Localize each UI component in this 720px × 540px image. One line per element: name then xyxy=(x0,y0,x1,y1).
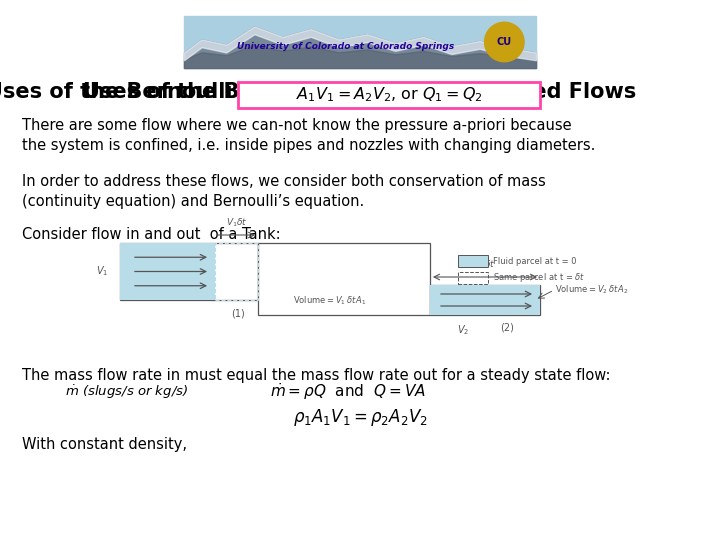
Bar xyxy=(120,243,215,300)
Text: Fluid parcel at t = 0: Fluid parcel at t = 0 xyxy=(493,256,577,266)
Text: Uses of the Bernoulli Equation:: Uses of the Bernoulli Equation: xyxy=(0,82,360,102)
Text: In order to address these flows, we consider both conservation of mass
(continui: In order to address these flows, we cons… xyxy=(22,174,546,210)
Text: CU: CU xyxy=(497,37,512,47)
Text: $\dot{m} = \rho Q$  and  $Q = VA$: $\dot{m} = \rho Q$ and $Q = VA$ xyxy=(270,382,426,402)
Bar xyxy=(258,243,430,315)
Text: University of Colorado at Colorado Springs: University of Colorado at Colorado Sprin… xyxy=(238,42,454,51)
Bar xyxy=(184,16,536,68)
Bar xyxy=(458,272,488,284)
Text: Uses of the Bernoulli Equation: Confined Flows: Uses of the Bernoulli Equation: Confined… xyxy=(84,82,636,102)
Text: $V_2$: $V_2$ xyxy=(457,323,469,337)
Text: The mass flow rate in must equal the mass flow rate out for a steady state flow:: The mass flow rate in must equal the mas… xyxy=(22,368,611,383)
Circle shape xyxy=(485,22,524,62)
Text: $A_1 V_1 = A_2 V_2$, or $Q_1 = Q_2$: $A_1 V_1 = A_2 V_2$, or $Q_1 = Q_2$ xyxy=(296,86,482,104)
Text: (1): (1) xyxy=(231,308,245,318)
Bar xyxy=(430,285,540,315)
Text: $\mathrm{Volume} = V_2\,\delta t\,A_2$: $\mathrm{Volume} = V_2\,\delta t\,A_2$ xyxy=(555,284,629,296)
Text: $\dot{m}$ (slugs/s or kg/s): $\dot{m}$ (slugs/s or kg/s) xyxy=(65,383,188,401)
Text: $V_1$: $V_1$ xyxy=(96,265,108,279)
Bar xyxy=(458,255,488,267)
Bar xyxy=(430,285,540,315)
Bar xyxy=(238,82,540,108)
Text: Uses of the Bernoulli Equation: Confined Flows: Uses of the Bernoulli Equation: Confined… xyxy=(84,82,636,102)
Text: With constant density,: With constant density, xyxy=(22,436,187,451)
Text: (2): (2) xyxy=(500,323,514,333)
Text: Same parcel at t = $\delta t$: Same parcel at t = $\delta t$ xyxy=(493,272,585,285)
Text: Consider flow in and out  of a Tank:: Consider flow in and out of a Tank: xyxy=(22,227,281,242)
Text: There are some flow where we can-not know the pressure a-priori because
the syst: There are some flow where we can-not kno… xyxy=(22,118,595,153)
Text: $\mathrm{Volume} = V_1\,\delta t\,A_1$: $\mathrm{Volume} = V_1\,\delta t\,A_1$ xyxy=(293,294,367,307)
Bar xyxy=(215,243,258,300)
Text: $V_2\delta t$: $V_2\delta t$ xyxy=(474,259,496,271)
Bar xyxy=(120,243,258,300)
Text: $\rho_1 A_1 V_1 = \rho_2 A_2 V_2$: $\rho_1 A_1 V_1 = \rho_2 A_2 V_2$ xyxy=(292,408,428,429)
Text: Confined Flows: Confined Flows xyxy=(360,82,539,102)
Text: $V_1\delta t$: $V_1\delta t$ xyxy=(225,217,248,229)
